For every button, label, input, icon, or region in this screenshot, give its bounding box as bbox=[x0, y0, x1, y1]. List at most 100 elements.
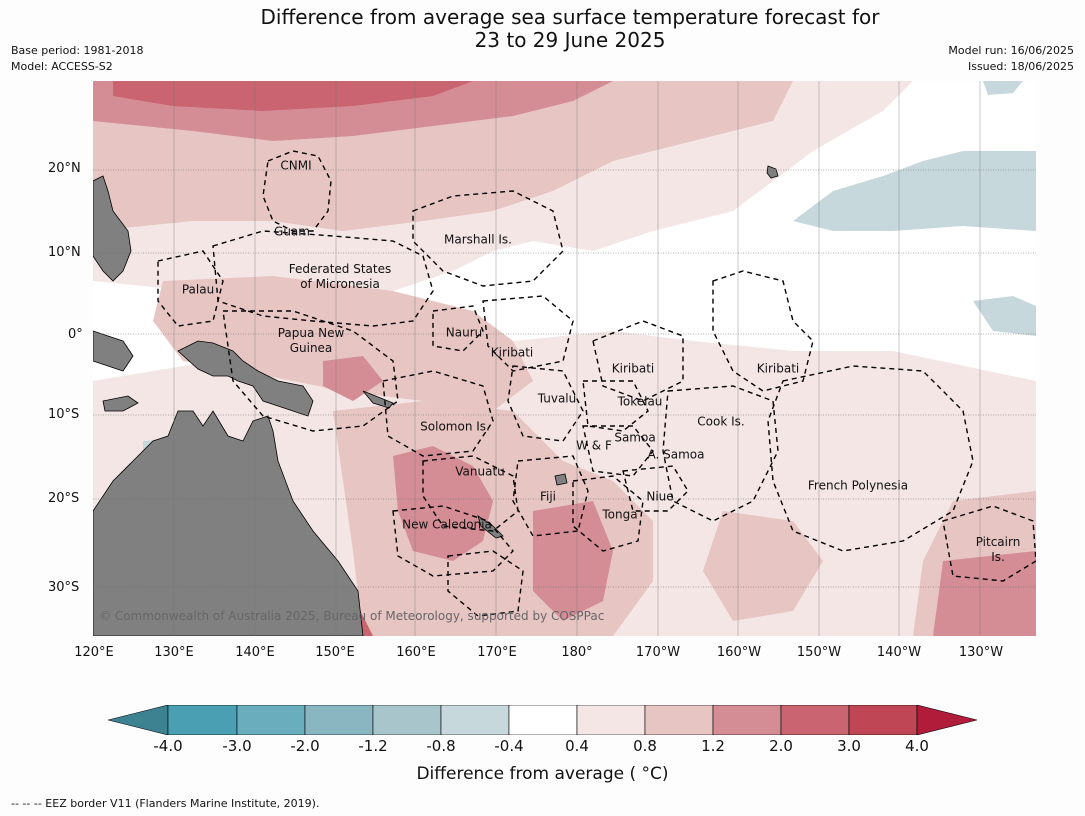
colorbar-tick: 4.0 bbox=[905, 737, 929, 755]
y-tick: 10°S bbox=[48, 407, 80, 422]
eez-border-cnmi bbox=[262, 150, 332, 232]
eez-border-palau bbox=[157, 250, 224, 327]
place-label-tonga: Tonga bbox=[602, 507, 638, 522]
new-guinea-landmass bbox=[177, 340, 314, 417]
graticule bbox=[93, 169, 1036, 588]
x-tick: 150°W bbox=[796, 645, 842, 660]
eez-border-solomon bbox=[382, 370, 494, 457]
eez-border-kiribati-west bbox=[482, 295, 574, 372]
place-label-cnmi: CNMI bbox=[280, 158, 312, 173]
eez-border-kiribati-central bbox=[592, 320, 684, 402]
eez-border-tokelau bbox=[582, 380, 649, 432]
colorbar-tick: 0.4 bbox=[565, 737, 589, 755]
meta-left: Base period: 1981-2018 Model: ACCESS-S2 bbox=[11, 43, 143, 75]
eez-border-png bbox=[222, 310, 399, 432]
y-tick: 0° bbox=[68, 327, 83, 342]
eez-border-niue bbox=[622, 465, 689, 512]
x-tick: 180° bbox=[561, 645, 593, 660]
place-label-guam: Guam bbox=[274, 224, 310, 239]
x-tick: 170°E bbox=[477, 645, 517, 660]
cool-anomaly-region bbox=[793, 151, 1036, 231]
place-label-niue: Niue bbox=[646, 489, 674, 504]
place-label-png: Papua New Guinea bbox=[277, 326, 345, 355]
eez-border-samoa bbox=[582, 425, 654, 477]
eez-border-tonga bbox=[572, 475, 644, 552]
map-canvas bbox=[93, 81, 1036, 636]
colorbar-segment bbox=[644, 705, 714, 735]
eez-border-nauru bbox=[432, 305, 484, 352]
fiji-landmass bbox=[554, 473, 568, 486]
colorbar-tick: -3.0 bbox=[222, 737, 252, 755]
base-period: Base period: 1981-2018 bbox=[11, 44, 144, 57]
y-tick: 30°S bbox=[48, 580, 80, 595]
issued-date: Issued: 18/06/2025 bbox=[967, 60, 1074, 73]
hawaii-landmass bbox=[766, 165, 779, 179]
sst-anomaly-map bbox=[93, 81, 1036, 636]
y-tick: 20°S bbox=[48, 491, 80, 506]
title-line-1: Difference from average sea surface temp… bbox=[260, 5, 880, 29]
y-tick: 10°N bbox=[48, 245, 81, 260]
place-label-french-polynesia: French Polynesia bbox=[807, 478, 909, 493]
colorbar-segment bbox=[304, 705, 374, 735]
colorbar-tick: -2.0 bbox=[290, 737, 320, 755]
place-label-pitcairn: Pitcairn Is. bbox=[975, 535, 1021, 564]
eez-border-norfolk bbox=[447, 550, 524, 617]
x-tick: 160°W bbox=[716, 645, 762, 660]
colorbar-tick: 1.2 bbox=[701, 737, 725, 755]
colorbar-segment bbox=[236, 705, 306, 735]
anomaly-region-dark bbox=[933, 551, 1036, 636]
x-tick: 130°W bbox=[958, 645, 1004, 660]
eez-border-fiji bbox=[512, 455, 589, 537]
place-label-solomon: Solomon Is. bbox=[420, 419, 490, 434]
eez-border-kiribati-east bbox=[712, 270, 814, 392]
colorbar-segment bbox=[167, 705, 238, 735]
colorbar-segment bbox=[440, 705, 510, 735]
x-tick: 130°E bbox=[154, 645, 194, 660]
place-label-kiribati-central: Kiribati bbox=[611, 361, 655, 376]
x-tick: 160°E bbox=[396, 645, 436, 660]
eez-border-marshall bbox=[412, 190, 564, 287]
x-tick: 120°E bbox=[74, 645, 114, 660]
cool-anomaly-region bbox=[973, 296, 1036, 336]
cool-anomaly-region bbox=[983, 81, 1023, 95]
meta-right: Model run: 16/06/2025 Issued: 18/06/2025 bbox=[948, 43, 1074, 75]
x-tick: 140°E bbox=[235, 645, 275, 660]
colorbar-segment bbox=[576, 705, 646, 735]
anomaly-region-dark bbox=[393, 446, 493, 561]
colorbar-segment bbox=[108, 705, 169, 735]
colorbar-tick: -0.8 bbox=[426, 737, 456, 755]
colorbar-segment bbox=[848, 705, 918, 735]
model-run: Model run: 16/06/2025 bbox=[948, 44, 1074, 57]
place-label-kiribati-east: Kiribati bbox=[756, 361, 800, 376]
colorbar-tick: 0.8 bbox=[633, 737, 657, 755]
colorbar-tick: 3.0 bbox=[837, 737, 861, 755]
place-label-wf: W & F bbox=[576, 438, 612, 453]
anomaly-region-dark bbox=[323, 356, 383, 401]
model-name: Model: ACCESS-S2 bbox=[11, 60, 113, 73]
place-label-samoa: Samoa bbox=[614, 430, 656, 445]
eez-footnote: -- -- -- EEZ border V11 (Flanders Marine… bbox=[11, 797, 320, 810]
eez-border-french-polynesia bbox=[767, 365, 974, 552]
australia-landmass bbox=[93, 410, 364, 636]
colorbar-tick: 2.0 bbox=[769, 737, 793, 755]
colorbar-segment bbox=[712, 705, 782, 735]
colorbar-segment bbox=[916, 705, 978, 735]
meridians bbox=[173, 81, 981, 636]
colorbar bbox=[108, 705, 978, 735]
eez-border-vanuatu bbox=[422, 455, 519, 532]
x-tick: 140°W bbox=[876, 645, 922, 660]
anomaly-region-medium bbox=[703, 511, 823, 621]
colorbar-segment bbox=[780, 705, 850, 735]
copyright-notice: © Commonwealth of Australia 2025, Bureau… bbox=[99, 609, 605, 623]
timor-landmass bbox=[102, 395, 139, 412]
anomaly-region-strong bbox=[113, 81, 473, 111]
colorbar-tick: -4.0 bbox=[153, 737, 183, 755]
map-title: Difference from average sea surface temp… bbox=[0, 6, 1085, 52]
place-label-fsm: Federated States of Micronesia bbox=[288, 262, 392, 291]
place-label-american-samoa: A. Samoa bbox=[647, 447, 705, 462]
place-label-vanuatu: Vanuatu bbox=[455, 464, 505, 479]
place-label-palau: Palau bbox=[181, 282, 215, 297]
colorbar-tick: -0.4 bbox=[494, 737, 524, 755]
place-label-new-caledonia: New Caledonia bbox=[402, 517, 492, 532]
place-label-fiji: Fiji bbox=[539, 489, 557, 504]
